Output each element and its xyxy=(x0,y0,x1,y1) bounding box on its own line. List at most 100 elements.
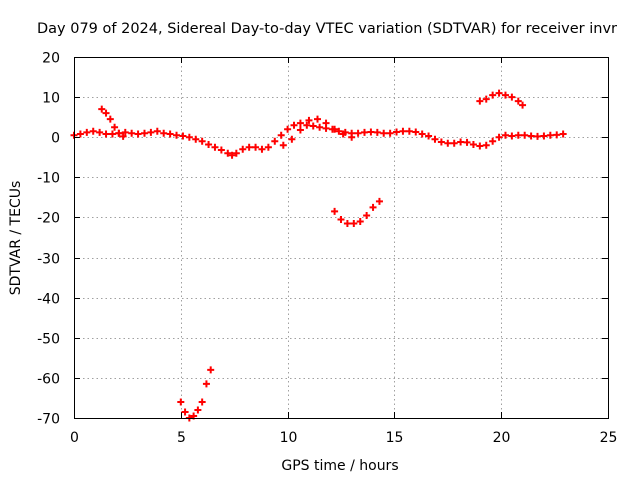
x-tick-label: 25 xyxy=(600,430,618,446)
data-point xyxy=(339,130,347,138)
data-point xyxy=(111,123,119,131)
data-point xyxy=(258,145,266,153)
data-point xyxy=(173,131,181,139)
data-point xyxy=(469,140,477,148)
data-point xyxy=(121,128,129,136)
data-point xyxy=(437,138,445,146)
x-tick-label: 20 xyxy=(493,430,511,446)
data-point xyxy=(153,127,161,135)
data-point xyxy=(128,129,136,137)
series-hump-19-21h xyxy=(476,89,527,109)
data-point xyxy=(425,132,433,140)
data-point xyxy=(89,127,97,135)
x-tick-label: 15 xyxy=(386,430,404,446)
chart-title: Day 079 of 2024, Sidereal Day-to-day VTE… xyxy=(37,21,617,37)
data-point xyxy=(245,143,253,151)
data-point xyxy=(514,97,522,105)
data-point xyxy=(185,133,193,141)
data-point xyxy=(271,137,279,145)
x-tick-label: 0 xyxy=(70,430,79,446)
data-point xyxy=(546,131,554,139)
plot-frame xyxy=(74,57,609,419)
data-point xyxy=(83,128,91,136)
data-point xyxy=(476,142,484,150)
data-point xyxy=(106,115,114,123)
data-point xyxy=(405,127,413,135)
data-point xyxy=(489,91,497,99)
tick-labels: 0 5 10 15 20 25 20 10 0 -10 -20 -30 -40 -50 -60 -70 xyxy=(37,51,617,447)
data-point xyxy=(331,207,339,215)
data-point xyxy=(431,135,439,143)
y-axis-label: SDTVAR / TECUs xyxy=(8,181,24,296)
data-point xyxy=(115,129,123,137)
data-point xyxy=(363,211,371,219)
data-points xyxy=(70,89,567,422)
data-point xyxy=(207,366,215,374)
data-point xyxy=(514,131,522,139)
data-point xyxy=(108,130,116,138)
data-point xyxy=(224,149,232,157)
data-point xyxy=(198,137,206,145)
data-point xyxy=(98,105,106,113)
series-plunge-5-6h xyxy=(177,366,215,422)
data-point xyxy=(373,128,381,136)
data-point xyxy=(553,131,561,139)
y-tick-label: 10 xyxy=(42,91,60,107)
data-point xyxy=(356,217,364,225)
data-point xyxy=(354,129,362,137)
data-point xyxy=(252,143,260,151)
data-point xyxy=(279,141,287,149)
data-point xyxy=(331,125,339,133)
data-point xyxy=(489,137,497,145)
data-point xyxy=(393,128,401,136)
data-point xyxy=(369,203,377,211)
y-tick-label: -10 xyxy=(37,171,60,187)
data-point xyxy=(192,135,200,143)
data-point xyxy=(96,128,104,136)
data-point xyxy=(521,131,529,139)
data-point xyxy=(211,143,219,151)
data-point xyxy=(386,129,394,137)
data-point xyxy=(508,93,516,101)
data-point xyxy=(264,143,272,151)
data-point xyxy=(194,406,202,414)
data-point xyxy=(288,135,296,143)
data-point xyxy=(463,138,471,146)
data-point xyxy=(335,127,343,135)
data-point xyxy=(482,141,490,149)
data-point xyxy=(166,130,174,138)
data-point xyxy=(296,119,304,127)
data-point xyxy=(527,132,535,140)
data-point xyxy=(179,132,187,140)
data-point xyxy=(476,97,484,105)
data-point xyxy=(360,128,368,136)
series-rising-arc-10-12h xyxy=(279,115,356,149)
data-point xyxy=(239,145,247,153)
data-point xyxy=(119,132,127,140)
data-point xyxy=(160,129,168,137)
data-point xyxy=(309,122,317,130)
data-point xyxy=(284,125,292,133)
data-point xyxy=(314,115,322,123)
data-point xyxy=(350,219,358,227)
data-point xyxy=(232,149,240,157)
data-point xyxy=(375,197,383,205)
data-point xyxy=(418,130,426,138)
data-point xyxy=(102,109,110,117)
data-point xyxy=(205,140,213,148)
series-arc-near-1h xyxy=(98,105,127,140)
data-point xyxy=(217,146,225,154)
y-tick-label: -40 xyxy=(37,292,60,308)
data-point xyxy=(495,89,503,97)
data-point xyxy=(290,121,298,129)
data-point xyxy=(202,380,210,388)
data-point xyxy=(519,101,527,109)
data-point xyxy=(140,129,148,137)
data-point xyxy=(198,398,206,406)
y-tick-label: -20 xyxy=(37,211,60,227)
data-point xyxy=(501,131,509,139)
data-point xyxy=(322,119,330,127)
data-point xyxy=(495,133,503,141)
x-tick-label: 5 xyxy=(177,430,186,446)
